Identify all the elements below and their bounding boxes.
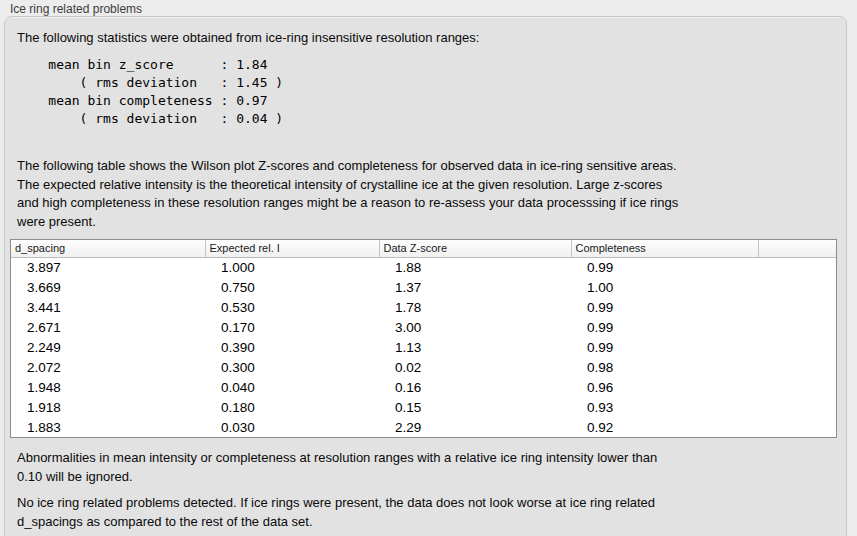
table-row[interactable]: 2.0720.3000.020.98: [11, 357, 836, 377]
header-d-spacing[interactable]: d_spacing: [11, 240, 205, 257]
header-completeness[interactable]: Completeness: [571, 240, 758, 257]
table-row[interactable]: 2.6710.1703.000.99: [11, 317, 836, 337]
header-empty: [758, 240, 836, 257]
table-description: The following table shows the Wilson plo…: [17, 157, 846, 231]
ice-ring-panel: The following statistics were obtained f…: [4, 16, 847, 536]
table-row[interactable]: 1.8830.0302.290.92: [11, 417, 836, 437]
table-row[interactable]: 1.9180.1800.150.93: [11, 397, 836, 417]
panel-caption: Ice ring related problems: [10, 2, 142, 16]
table-row[interactable]: 2.2490.3901.130.99: [11, 337, 836, 357]
table-row[interactable]: 3.6690.7501.371.00: [11, 277, 836, 297]
header-data-z-score[interactable]: Data Z-score: [379, 240, 571, 257]
ice-ring-table-frame: d_spacing Expected rel. I Data Z-score C…: [10, 239, 837, 438]
ice-ring-table: d_spacing Expected rel. I Data Z-score C…: [11, 240, 836, 437]
table-header-row: d_spacing Expected rel. I Data Z-score C…: [11, 240, 836, 257]
ignore-note: Abnormalities in mean intensity or compl…: [17, 449, 846, 486]
table-row[interactable]: 3.8971.0001.880.99: [11, 257, 836, 277]
intro-text: The following statistics were obtained f…: [17, 30, 846, 46]
stats-block: mean bin z_score : 1.84 ( rms deviation …: [17, 56, 846, 128]
conclusion-text: No ice ring related problems detected. I…: [17, 494, 846, 531]
header-expected-rel-i[interactable]: Expected rel. I: [205, 240, 379, 257]
table-row[interactable]: 3.4410.5301.780.99: [11, 297, 836, 317]
table-row[interactable]: 1.9480.0400.160.96: [11, 377, 836, 397]
